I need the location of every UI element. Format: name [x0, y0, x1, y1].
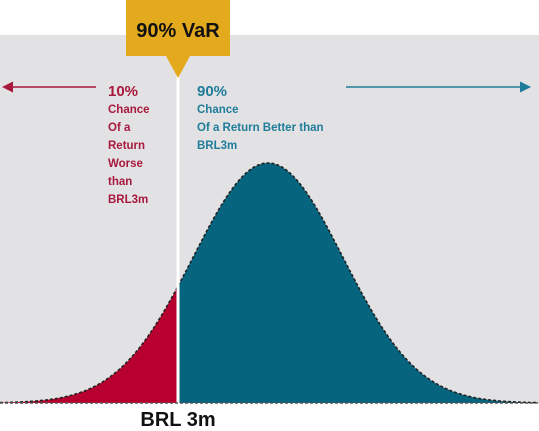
left-annotation-text: Chance Of a Return Worse than BRL3m: [108, 104, 150, 206]
right-annotation-line-1: Chance: [197, 104, 239, 116]
left-annotation-line-5: than: [108, 176, 132, 188]
left-tail-area: [0, 286, 178, 403]
right-annotation-line-3: BRL3m: [197, 140, 237, 152]
callout-label: 90% VaR: [136, 20, 220, 42]
right-annotation-text: Chance Of a Return Better than BRL3m: [197, 104, 324, 152]
left-annotation-line-3: Return: [108, 140, 145, 152]
left-percent: 10%: [108, 83, 138, 100]
left-annotation-line-4: Worse: [108, 158, 143, 170]
axis-label: BRL 3m: [140, 409, 215, 431]
left-annotation-line-2: Of a: [108, 122, 131, 134]
distribution-curve: [0, 162, 538, 404]
right-annotation-line-2: Of a Return Better than: [197, 122, 324, 134]
right-percent: 90%: [197, 83, 227, 100]
right-area: [178, 163, 539, 403]
left-annotation-line-6: BRL3m: [108, 194, 148, 206]
left-annotation-line-1: Chance: [108, 104, 150, 116]
callout-box: [126, 0, 230, 78]
